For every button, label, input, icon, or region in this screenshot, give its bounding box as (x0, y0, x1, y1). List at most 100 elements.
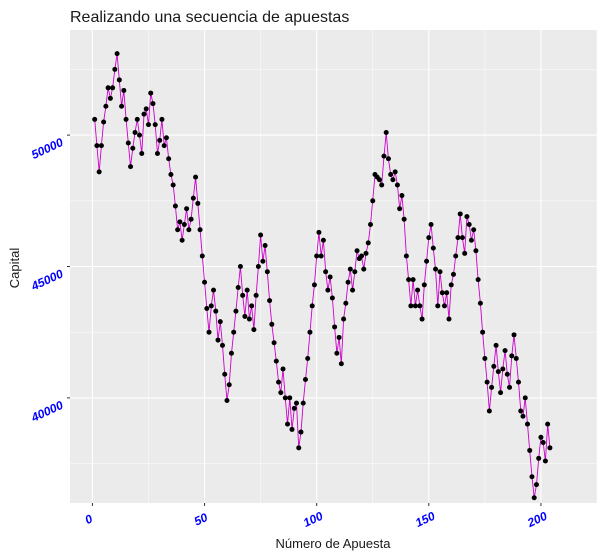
data-point (101, 119, 107, 125)
data-point (98, 143, 104, 149)
data-point (392, 169, 398, 175)
major-gridlines (70, 30, 597, 503)
chart-title: Realizando una secuencia de apuestas (70, 9, 349, 26)
data-point (116, 77, 122, 83)
data-point (132, 129, 138, 135)
data-point (457, 211, 463, 217)
data-point (233, 308, 239, 314)
data-point (401, 216, 407, 222)
data-point (397, 206, 403, 212)
data-point (121, 87, 127, 93)
data-point (107, 95, 113, 101)
data-point (197, 227, 203, 233)
minor-gridlines (70, 30, 598, 503)
data-point (421, 282, 427, 288)
data-point (415, 287, 421, 293)
data-point (267, 298, 273, 304)
data-point (424, 258, 430, 264)
data-point (399, 193, 405, 199)
data-point (327, 274, 333, 280)
data-point (179, 237, 185, 243)
data-point (533, 482, 539, 488)
data-point (92, 116, 98, 122)
data-point (426, 235, 432, 241)
data-point (154, 151, 160, 157)
data-point (177, 219, 183, 225)
data-point (139, 151, 145, 157)
data-point (329, 295, 335, 301)
data-point (231, 329, 237, 335)
data-point (383, 129, 389, 135)
data-point (255, 264, 261, 269)
data-point (412, 303, 418, 309)
data-point (316, 229, 322, 235)
data-point (345, 279, 351, 285)
data-point (332, 324, 338, 330)
data-point (199, 253, 205, 259)
data-point (471, 227, 477, 233)
data-point (206, 329, 212, 335)
data-point (455, 235, 461, 241)
data-point (529, 474, 535, 480)
data-point (152, 122, 158, 128)
data-point (293, 400, 299, 406)
data-point (502, 348, 508, 354)
data-point (536, 455, 542, 461)
data-point (141, 111, 147, 117)
data-point (352, 269, 358, 275)
data-point (253, 292, 259, 298)
data-point (125, 140, 131, 146)
data-point (462, 250, 468, 256)
data-point (94, 143, 100, 149)
data-point (96, 169, 102, 175)
data-point (475, 277, 481, 283)
data-point (350, 287, 356, 293)
data-point (157, 137, 163, 143)
data-point (498, 390, 504, 396)
data-point (285, 421, 291, 427)
data-point (500, 366, 506, 372)
data-point (305, 355, 311, 361)
data-point (251, 327, 257, 333)
data-point (484, 379, 490, 385)
data-point (228, 350, 234, 356)
data-point (143, 106, 149, 112)
data-point (262, 242, 268, 248)
data-point (244, 287, 250, 293)
data-point (394, 182, 400, 188)
data-point (172, 203, 178, 209)
data-point (363, 250, 369, 256)
data-point (370, 198, 376, 204)
data-point (119, 103, 125, 109)
data-point (280, 366, 286, 372)
data-point (325, 287, 331, 293)
data-point (361, 266, 367, 272)
data-point (258, 232, 264, 238)
data-point (222, 371, 228, 377)
data-point (482, 355, 488, 361)
data-point (433, 266, 439, 272)
data-point (103, 103, 109, 109)
data-point (289, 426, 295, 432)
data-point (450, 271, 456, 277)
data-point (408, 303, 414, 309)
data-point (302, 376, 308, 382)
data-point (545, 421, 551, 427)
data-point (249, 303, 255, 309)
data-point (300, 400, 306, 406)
data-point (269, 321, 275, 327)
data-point (298, 429, 304, 435)
data-point (291, 405, 297, 411)
data-point (287, 395, 293, 401)
data-point (343, 300, 349, 306)
series-line (94, 53, 551, 498)
data-point (204, 306, 210, 312)
data-point (493, 342, 499, 348)
data-point (511, 332, 517, 338)
data-point (410, 277, 416, 283)
data-point (323, 269, 329, 275)
data-point (368, 221, 374, 227)
data-point (161, 143, 167, 149)
data-point (246, 316, 252, 322)
x-axis-title: Número de Apuesta (276, 536, 392, 551)
